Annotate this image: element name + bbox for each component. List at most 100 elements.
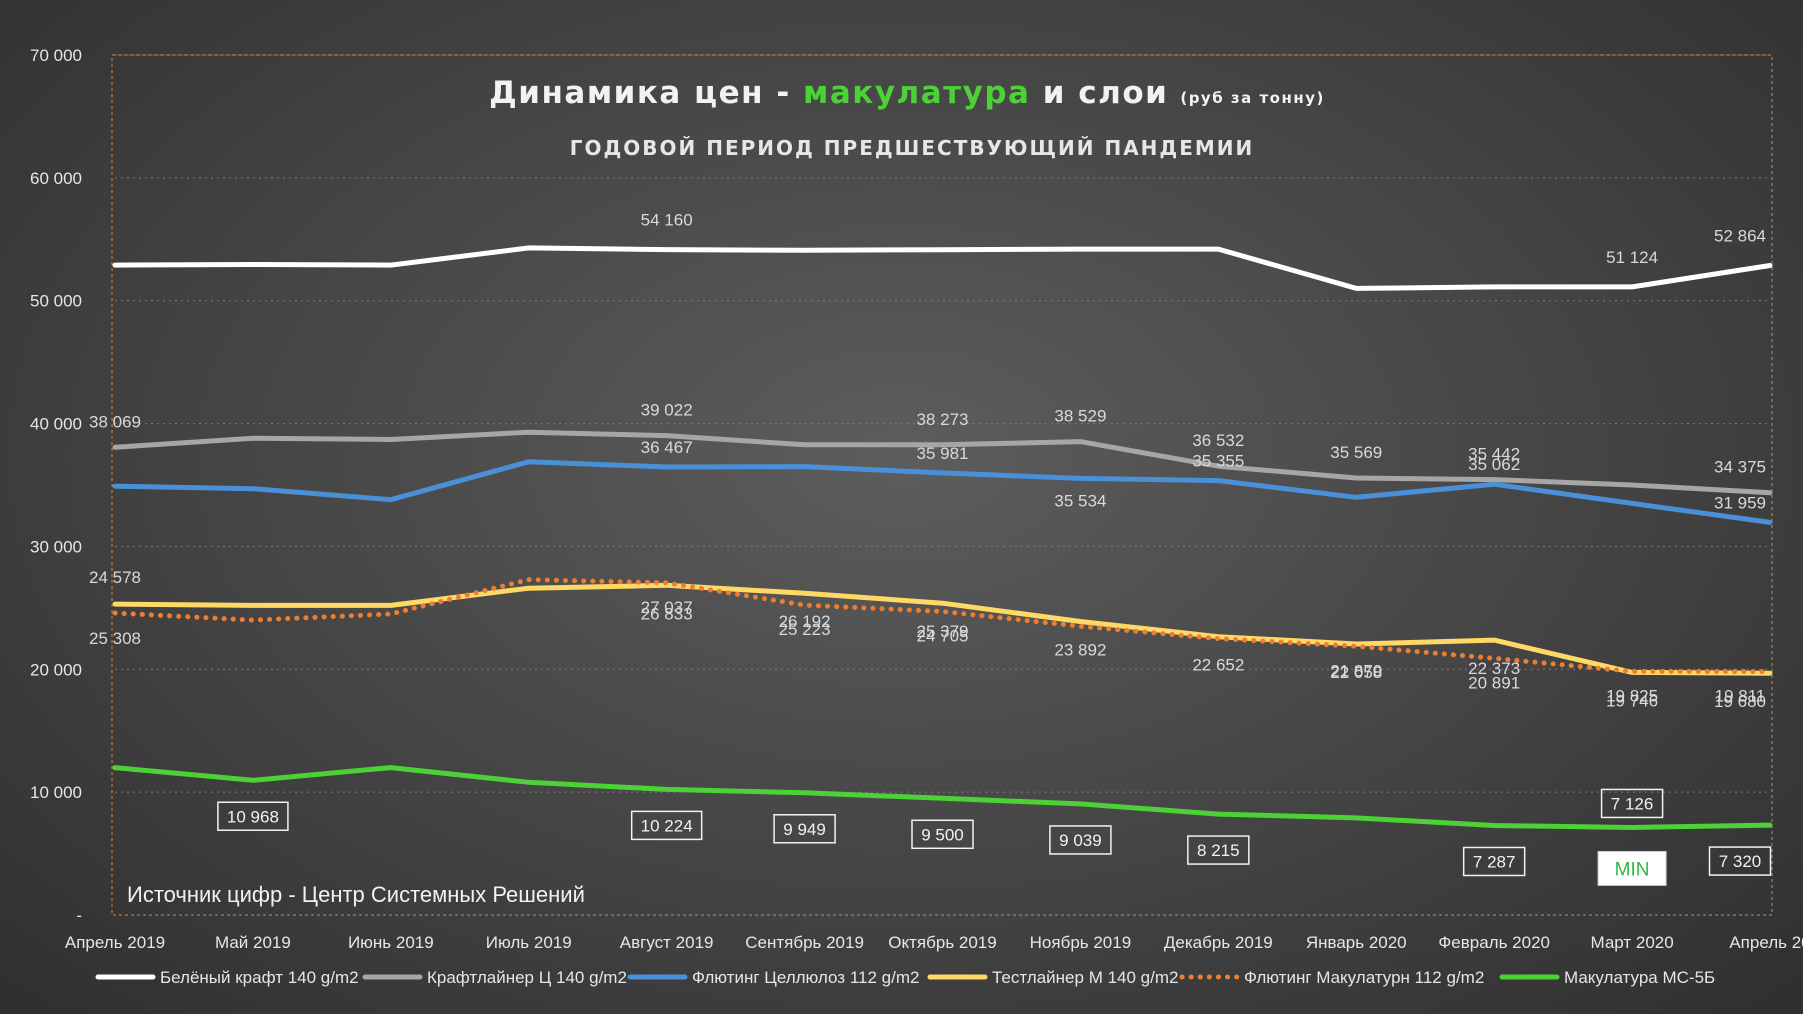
y-tick-label: 60 000 <box>30 169 82 188</box>
data-label: 35 981 <box>917 444 969 463</box>
title-suffix: и слои <box>1030 75 1168 111</box>
chart-subtitle: ГОДОВОЙ ПЕРИОД ПРЕДШЕСТВУЮЩИЙ ПАНДЕМИИ <box>570 136 1255 160</box>
x-tick-label: Май 2019 <box>215 933 291 952</box>
data-label: 39 022 <box>641 401 693 420</box>
data-label: 51 124 <box>1606 248 1658 267</box>
data-label: 7 287 <box>1473 852 1516 871</box>
legend-label-1: Белёный крафт 140 g/m2 <box>160 968 359 987</box>
data-label: 27 037 <box>641 598 693 617</box>
data-label: 34 375 <box>1714 458 1766 477</box>
data-label: 26 192 <box>779 612 831 631</box>
y-tick-label: 40 000 <box>30 415 82 434</box>
data-label: 38 273 <box>917 410 969 429</box>
data-label: 25 308 <box>89 629 141 648</box>
data-label: 24 705 <box>917 626 969 645</box>
data-label-box <box>773 814 836 844</box>
y-tick-label: 50 000 <box>30 292 82 311</box>
series-line-6 <box>112 765 1773 830</box>
data-label: 22 373 <box>1468 659 1520 678</box>
y-tick-label: 70 000 <box>30 46 82 65</box>
title-units: (руб за тонну) <box>1180 89 1325 107</box>
data-label: 19 680 <box>1714 692 1766 711</box>
data-label: 9 500 <box>921 825 964 844</box>
y-axis-ticks: - 10 000 20 000 30 000 40 000 50 000 60 000 70 … <box>30 46 82 925</box>
series-line-3 <box>112 459 1773 525</box>
data-labels: 54 160 51 124 52 864 38 069 39 022 38 273 38 5… <box>89 211 1772 886</box>
y-tick-label: 30 000 <box>30 537 82 556</box>
x-tick-label: Июль 2019 <box>486 933 572 952</box>
data-label: 24 578 <box>89 568 141 587</box>
data-label: 19 811 <box>1715 687 1766 706</box>
series-line-2 <box>112 429 1773 496</box>
x-axis-ticks: Апрель 2019 Май 2019 Июнь 2019 Июль 2019 Авг… <box>65 933 1803 952</box>
legend-label-2: Крафтлайнер Ц 140 g/m2 <box>427 968 627 987</box>
source-note: Источник цифр - Центр Системных Решений <box>127 882 585 907</box>
series-line-1 <box>112 245 1773 291</box>
y-tick-label: - <box>76 906 82 925</box>
x-tick-label: Сентябрь 2019 <box>745 933 864 952</box>
x-tick-label: Февраль 2020 <box>1438 933 1550 952</box>
data-label: 25 379 <box>917 622 969 641</box>
x-tick-label: Апрель 2019 <box>65 933 165 952</box>
title-highlight: макулатура <box>803 75 1030 111</box>
chart-title: Динамика цен - макулатура и слои (руб за … <box>489 75 1325 111</box>
legend-label-4: Тестлайнер М 140 g/m2 <box>992 968 1178 987</box>
data-label: 54 160 <box>641 211 693 230</box>
x-tick-label: Январь 2020 <box>1306 933 1407 952</box>
data-label: 10 968 <box>227 807 279 826</box>
min-marker-label: MIN <box>1615 859 1650 880</box>
data-label: 22 058 <box>1330 663 1382 682</box>
legend-label-6: Макулатура МС-5Б <box>1564 968 1715 987</box>
data-label: 35 355 <box>1192 452 1244 471</box>
data-label-box <box>1462 846 1526 877</box>
data-label: 21 870 <box>1330 661 1382 680</box>
data-label: 7 126 <box>1611 794 1654 813</box>
x-tick-label: Март 2020 <box>1590 933 1673 952</box>
data-label: 52 864 <box>1714 227 1766 246</box>
data-label: 10 224 <box>641 816 693 835</box>
data-label-box <box>1708 846 1772 876</box>
data-label: 26 833 <box>641 604 693 623</box>
data-label: 38 529 <box>1054 407 1106 426</box>
data-label: 35 534 <box>1054 491 1106 510</box>
data-label: 22 652 <box>1192 656 1244 675</box>
data-label: 38 069 <box>89 412 141 431</box>
legend: Белёный крафт 140 g/m2 Крафтлайнер Ц 140 … <box>95 968 1715 987</box>
data-label: 9 949 <box>783 820 826 839</box>
data-label: 36 532 <box>1192 431 1244 450</box>
plot-frame <box>111 54 1773 916</box>
data-label-box <box>911 819 974 850</box>
data-label-box <box>1600 788 1664 819</box>
title-prefix: Динамика цен - <box>489 75 803 111</box>
x-tick-label: Декабрь 2019 <box>1164 933 1273 952</box>
y-tick-label: 20 000 <box>30 660 82 679</box>
x-tick-label: Октябрь 2019 <box>888 933 996 952</box>
y-tick-label: 10 000 <box>30 783 82 802</box>
data-label: 19 746 <box>1606 691 1658 710</box>
data-label: 25 223 <box>779 620 831 639</box>
data-label: 23 892 <box>1054 640 1106 659</box>
data-label: 8 215 <box>1197 841 1240 860</box>
data-label-box <box>1049 825 1112 855</box>
x-tick-label: Апрель 20 <box>1729 933 1803 952</box>
x-tick-label: Ноябрь 2019 <box>1030 933 1132 952</box>
data-label: 9 039 <box>1059 831 1102 850</box>
data-label: 35 062 <box>1468 455 1520 474</box>
data-label: 7 320 <box>1719 852 1762 871</box>
legend-label-3: Флютинг Целлюлоз 112 g/m2 <box>692 968 919 987</box>
data-label-box <box>1187 835 1250 865</box>
data-label: 19 825 <box>1606 686 1658 705</box>
data-label-box <box>217 801 289 832</box>
legend-label-5: Флютинг Макулатурн 112 g/m2 <box>1244 968 1484 987</box>
data-label: 20 891 <box>1468 673 1520 692</box>
x-tick-label: Июнь 2019 <box>348 933 434 952</box>
x-tick-label: Август 2019 <box>620 933 714 952</box>
series-line-4 <box>112 582 1773 676</box>
data-label-box <box>630 810 703 841</box>
data-label: 36 467 <box>641 438 693 457</box>
series-lines <box>112 245 1773 830</box>
data-label: 35 569 <box>1330 443 1382 462</box>
min-marker-box <box>1597 850 1667 886</box>
data-label: 35 442 <box>1468 445 1520 464</box>
